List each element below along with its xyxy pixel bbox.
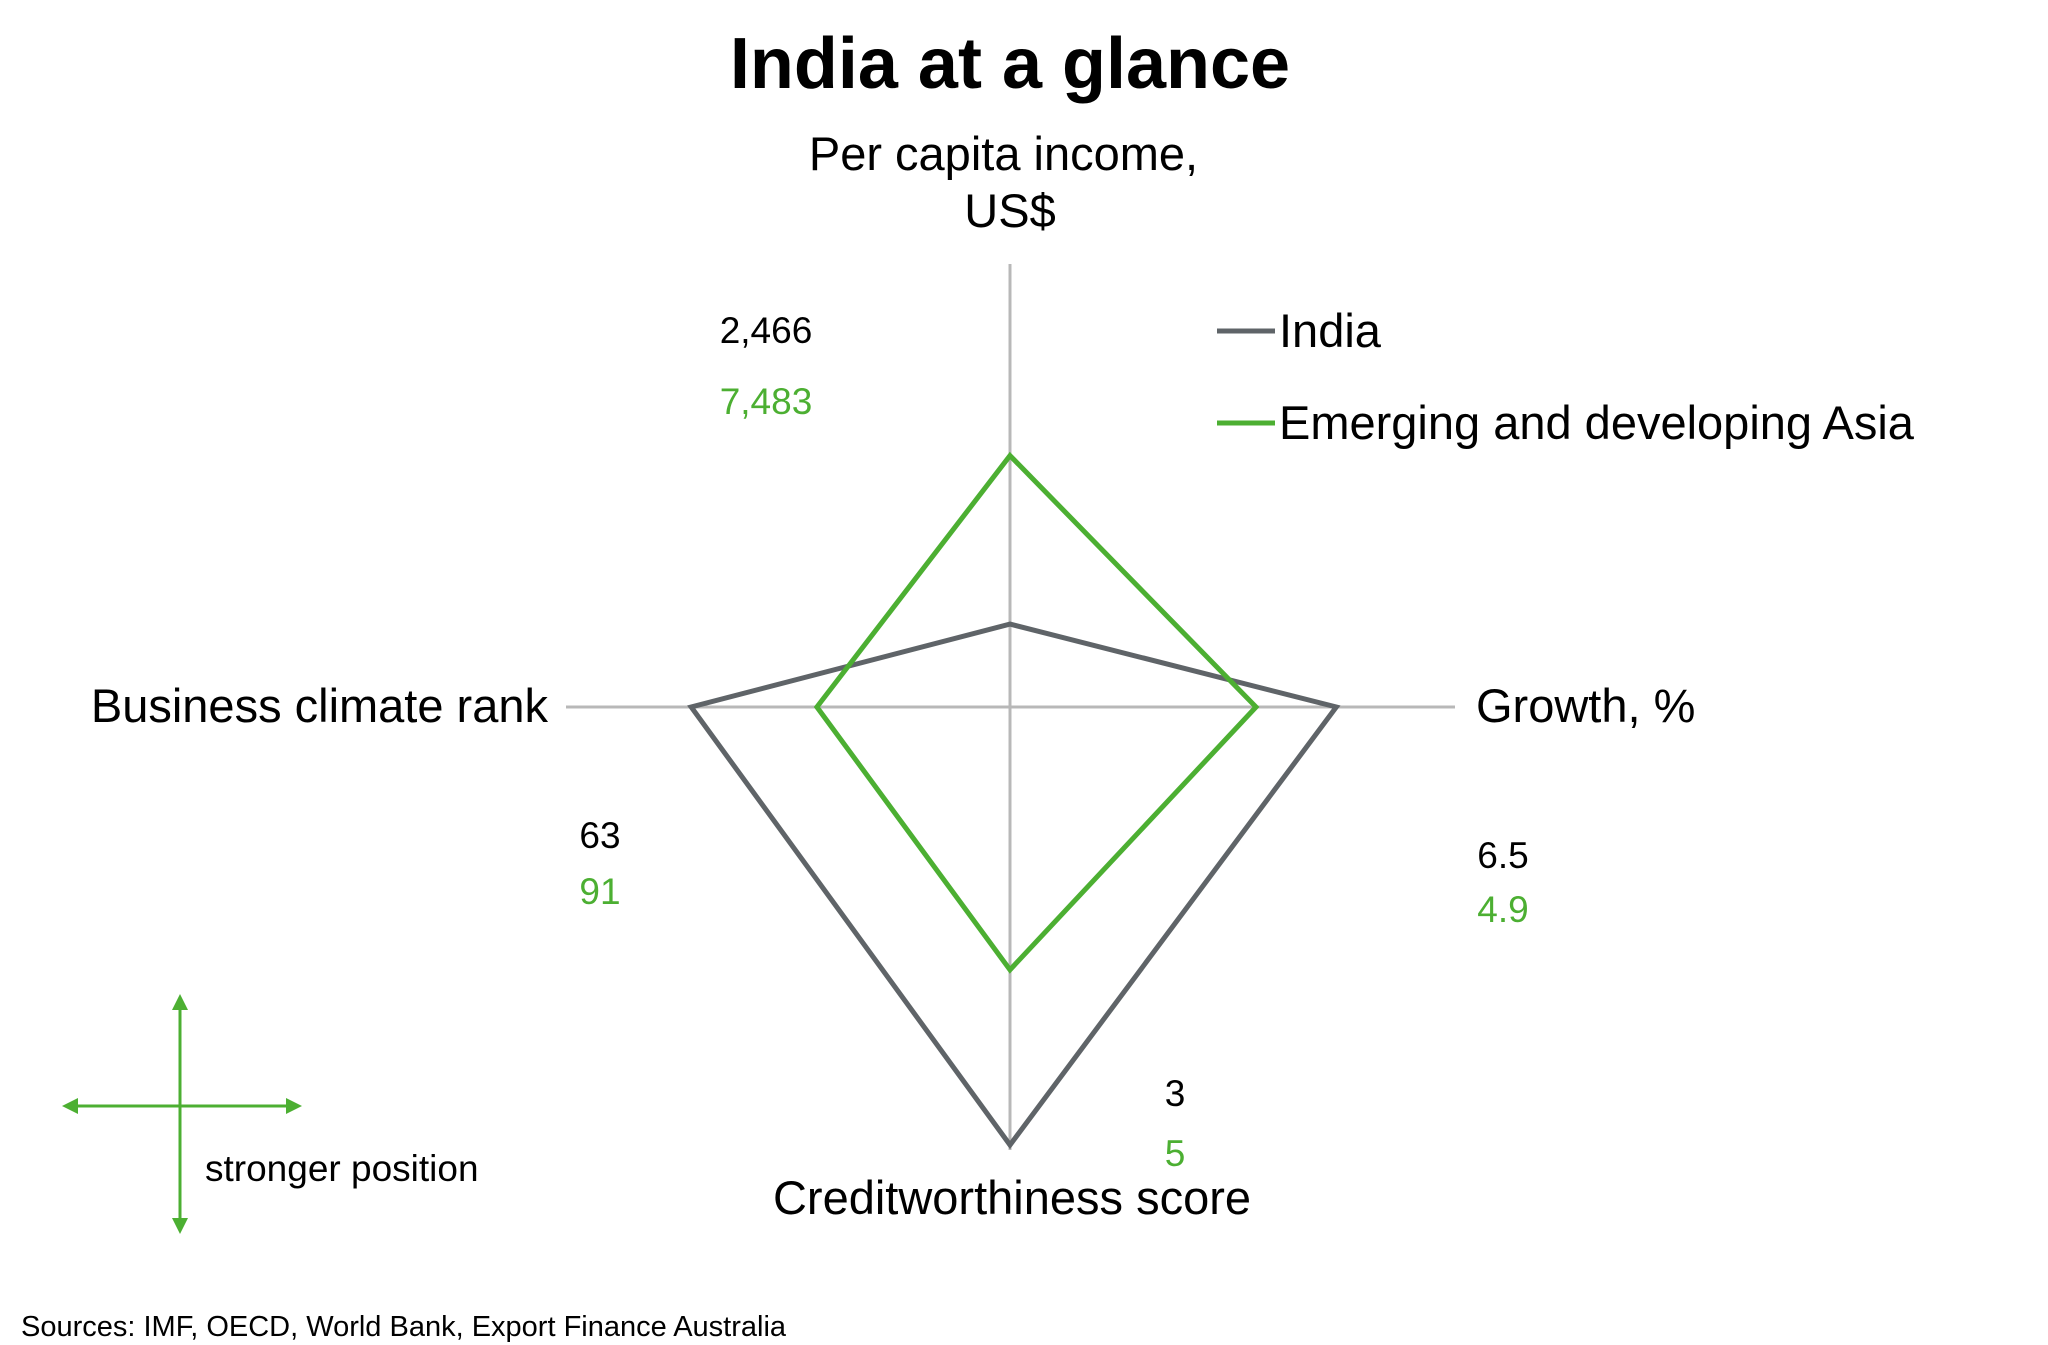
legend-label-asia: Emerging and developing Asia: [1279, 396, 1915, 449]
value-label-income-india: 2,466: [720, 310, 813, 351]
axis-label-income-line-1: Per capita income,: [809, 127, 1198, 180]
value-label-growth-asia: 4.9: [1477, 889, 1528, 930]
value-label-credit-india: 3: [1165, 1073, 1186, 1114]
value-label-income-asia: 7,483: [720, 381, 813, 422]
legend-label-india: India: [1279, 304, 1382, 357]
axis-label-income-line-2: US$: [964, 184, 1055, 237]
legend: India Emerging and developing Asia: [1217, 304, 1915, 449]
axis-label-credit: Creditworthiness score: [773, 1171, 1251, 1224]
series-india-polygon: [687, 621, 1341, 1150]
source-note: Sources: IMF, OECD, World Bank, Export F…: [21, 1311, 787, 1343]
chart-title: India at a glance: [730, 24, 1290, 104]
value-label-credit-asia: 5: [1165, 1133, 1186, 1174]
direction-arrows-icon: [62, 994, 302, 1234]
axis-label-income: Per capita income, US$: [809, 127, 1211, 237]
value-label-business-india: 63: [579, 815, 620, 856]
value-label-business-asia: 91: [579, 871, 620, 912]
direction-note: stronger position: [205, 1148, 479, 1189]
series-asia-polygon: [813, 451, 1260, 974]
radar-axes: [566, 264, 1455, 1150]
axis-label-business: Business climate rank: [91, 679, 549, 732]
value-label-growth-india: 6.5: [1477, 835, 1528, 876]
axis-label-growth: Growth, %: [1476, 679, 1695, 732]
